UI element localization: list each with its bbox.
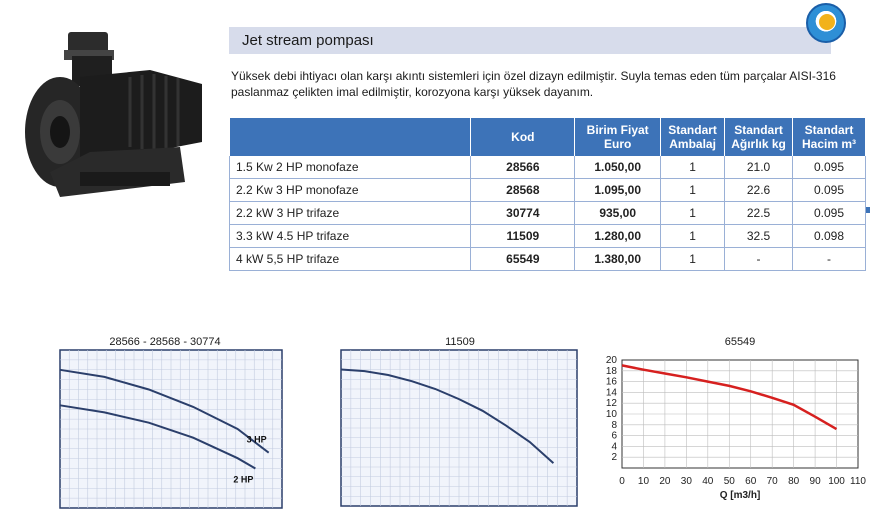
row-kod: 11509 — [470, 224, 576, 248]
y-tick-label: 18 — [606, 366, 618, 377]
row-volume: 0.098 — [792, 224, 866, 248]
x-tick-label: 110 — [850, 476, 866, 487]
x-tick-label: 100 — [828, 476, 845, 487]
logo-sun — [819, 14, 835, 30]
chart-2-title: 11509 — [445, 336, 475, 348]
row-kod: 30774 — [470, 201, 576, 225]
row-kod: 65549 — [470, 247, 576, 271]
row-volume: 0.095 — [792, 178, 866, 202]
header-package: Standart Ambalaj — [660, 118, 726, 156]
x-tick-label: 40 — [702, 476, 714, 487]
row-model: 4 kW 5,5 HP trifaze — [228, 247, 472, 271]
x-tick-label: 50 — [724, 476, 736, 487]
y-tick-label: 8 — [611, 420, 617, 431]
y-tick-label: 4 — [611, 441, 617, 452]
chart-28566: 3 HP 2 HP — [59, 349, 283, 509]
x-tick-label: 0 — [619, 476, 625, 487]
section-title: Jet stream pompası — [242, 32, 374, 49]
series-line-0 — [621, 364, 838, 431]
row-volume: - — [792, 247, 866, 271]
x-axis-label: Q [m3/h] — [720, 490, 761, 501]
x-tick-label: 90 — [810, 476, 822, 487]
table-row: 2.2 Kw 3 HP monofaze 28568 1.095,00 1 22… — [228, 178, 866, 202]
y-tick-label: 6 — [611, 431, 617, 442]
row-price: 1.380,00 — [574, 247, 662, 271]
row-model: 3.3 kW 4.5 HP trifaze — [228, 224, 472, 248]
x-tick-label: 70 — [767, 476, 779, 487]
header-model — [229, 118, 472, 156]
x-tick-label: 80 — [788, 476, 800, 487]
table-header-row: Kod Birim Fiyat Euro Standart Ambalaj Stan… — [229, 118, 866, 156]
series-label: 3 HP — [247, 435, 267, 445]
price-table: Kod Birim Fiyat Euro Standart Ambalaj Stan… — [228, 118, 866, 271]
chart-1-title: 28566 - 28568 - 30774 — [109, 336, 221, 348]
product-description: Yüksek debi ihtiyacı olan karşı akıntı s… — [231, 69, 836, 99]
y-tick-label: 2 — [611, 452, 617, 463]
row-model: 2.2 kW 3 HP trifaze — [228, 201, 472, 225]
header-weight: Standart Ağırlık kg — [724, 118, 794, 156]
table-row: 3.3 kW 4.5 HP trifaze 11509 1.280,00 1 3… — [228, 224, 866, 248]
y-tick-label: 10 — [606, 409, 618, 420]
y-tick-label: 12 — [606, 398, 618, 409]
y-tick-label: 14 — [606, 387, 618, 398]
x-tick-label: 30 — [681, 476, 693, 487]
chart-11509 — [340, 349, 578, 507]
row-price: 935,00 — [574, 201, 662, 225]
y-tick-label: 16 — [606, 377, 618, 388]
header-kod: Kod — [470, 118, 576, 156]
row-package: 1 — [660, 247, 726, 271]
row-price: 1.095,00 — [574, 178, 662, 202]
table-row: 4 kW 5,5 HP trifaze 65549 1.380,00 1 - - — [228, 247, 866, 271]
row-price: 1.050,00 — [574, 156, 662, 179]
row-weight: 21.0 — [724, 156, 794, 179]
row-weight: 22.5 — [724, 201, 794, 225]
header-price: Birim Fiyat Euro — [574, 118, 662, 156]
row-price: 1.280,00 — [574, 224, 662, 248]
pump-image — [25, 32, 202, 197]
row-weight: - — [724, 247, 794, 271]
header-volume: Standart Hacim m³ — [792, 118, 866, 156]
section-title-bar: Jet stream pompası — [229, 27, 831, 54]
chart-65549: 0 10 20 30 40 50 60 70 80 90 100 110246810121416182… — [606, 355, 867, 501]
row-weight: 32.5 — [724, 224, 794, 248]
row-kod: 28568 — [470, 178, 576, 202]
series-label: 2 HP — [233, 475, 253, 485]
row-volume: 0.095 — [792, 156, 866, 179]
x-tick-label: 60 — [745, 476, 757, 487]
edge-marker — [866, 207, 870, 213]
row-volume: 0.095 — [792, 201, 866, 225]
grid — [341, 350, 577, 506]
grid — [60, 350, 282, 508]
row-model: 2.2 Kw 3 HP monofaze — [228, 178, 472, 202]
series-line-1 — [59, 404, 256, 470]
table-row: 2.2 kW 3 HP trifaze 30774 935,00 1 22.5 … — [228, 201, 866, 225]
grid — [622, 360, 858, 468]
brand-logo — [806, 3, 846, 43]
row-package: 1 — [660, 156, 726, 179]
x-tick-label: 20 — [659, 476, 671, 487]
chart-3-title: 65549 — [724, 336, 756, 348]
y-tick-label: 20 — [606, 355, 618, 366]
row-package: 1 — [660, 224, 726, 248]
series-line-0 — [59, 368, 270, 454]
row-package: 1 — [660, 178, 726, 202]
row-weight: 22.6 — [724, 178, 794, 202]
row-kod: 28566 — [470, 156, 576, 179]
row-package: 1 — [660, 201, 726, 225]
series-line-0 — [340, 368, 555, 464]
table-row: 1.5 Kw 2 HP monofaze 28566 1.050,00 1 21… — [228, 156, 866, 179]
x-tick-label: 10 — [638, 476, 650, 487]
row-model: 1.5 Kw 2 HP monofaze — [228, 156, 472, 179]
